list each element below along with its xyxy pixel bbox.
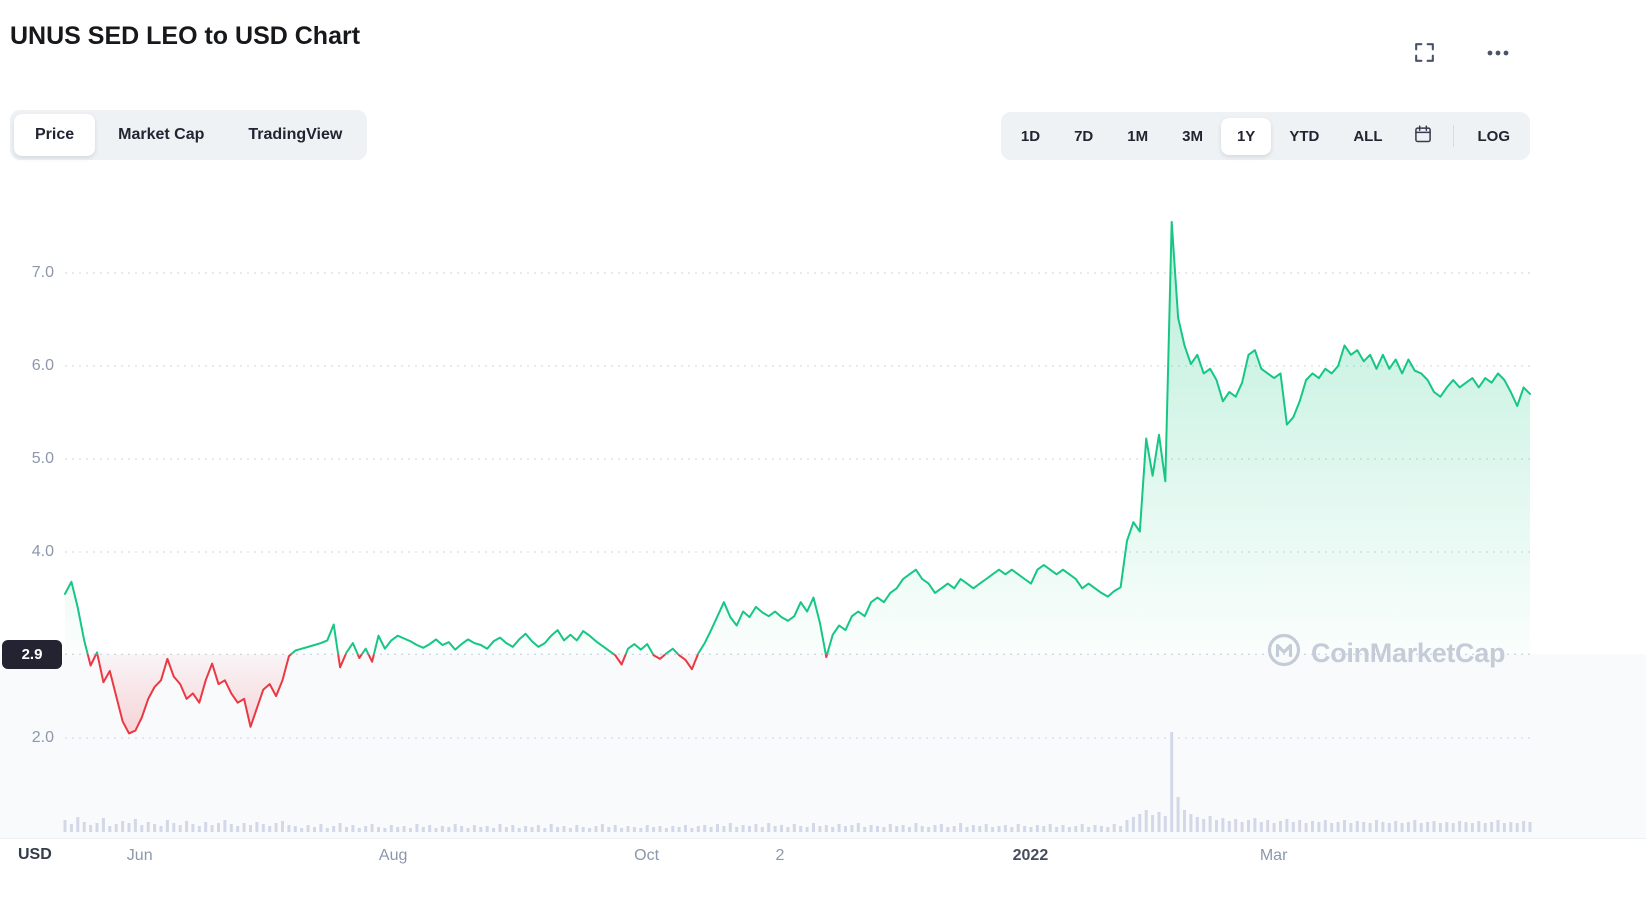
range-7d[interactable]: 7D [1058, 118, 1109, 155]
custom-date-range-button[interactable] [1401, 116, 1445, 156]
time-range-group: 1D 7D 1M 3M 1Y YTD ALL LOG [1000, 112, 1530, 160]
x-axis-tick-label: Jun [126, 847, 153, 864]
log-scale-button[interactable]: LOG [1462, 118, 1527, 155]
tab-tradingview[interactable]: TradingView [227, 114, 363, 156]
range-1y[interactable]: 1Y [1220, 117, 1272, 155]
x-axis-tick-label: Aug [378, 847, 408, 864]
tab-price[interactable]: Price [14, 114, 96, 156]
x-axis-tick-label: Mar [1259, 847, 1288, 864]
page-title: UNUS SED LEO to USD Chart [10, 22, 361, 50]
x-axis-tick-label: 2 [775, 847, 785, 864]
y-axis-tick-label: 7.0 [31, 264, 54, 281]
range-group-divider [1452, 125, 1454, 147]
price-chart[interactable]: 2.9 CoinMarketCap USD 7.0 6.0 5.0 4.0 2.0 Jun… [0, 180, 1646, 880]
range-all[interactable]: ALL [1337, 118, 1398, 155]
range-3m[interactable]: 3M [1166, 118, 1219, 155]
volume-bars [63, 732, 1532, 832]
tab-market-cap[interactable]: Market Cap [97, 114, 225, 156]
current-price-badge: 2.9 [2, 639, 62, 669]
y-axis-tick-label: 6.0 [31, 357, 54, 374]
more-options-icon [1485, 46, 1511, 63]
range-1m[interactable]: 1M [1111, 118, 1164, 155]
price-chart-canvas[interactable] [0, 180, 1646, 880]
y-axis-tick-label: 2.0 [31, 729, 54, 746]
more-options-button[interactable] [1481, 42, 1515, 67]
chart-type-tabs: Price Market Cap TradingView [10, 110, 368, 160]
y-axis-tick-label: 5.0 [31, 450, 54, 467]
fullscreen-button[interactable] [1408, 36, 1441, 72]
price-line-up [64, 220, 1531, 655]
calendar-icon [1413, 124, 1433, 148]
y-axis-unit-label: USD [18, 846, 52, 863]
range-ytd[interactable]: YTD [1273, 118, 1335, 155]
header-actions [1408, 36, 1515, 72]
range-1d[interactable]: 1D [1005, 118, 1056, 155]
x-axis-tick-label: 2022 [1012, 847, 1049, 864]
fullscreen-icon [1412, 40, 1437, 68]
x-axis-tick-label: Oct [634, 847, 660, 864]
y-axis-tick-label: 4.0 [31, 543, 54, 560]
price-series [64, 220, 1531, 735]
